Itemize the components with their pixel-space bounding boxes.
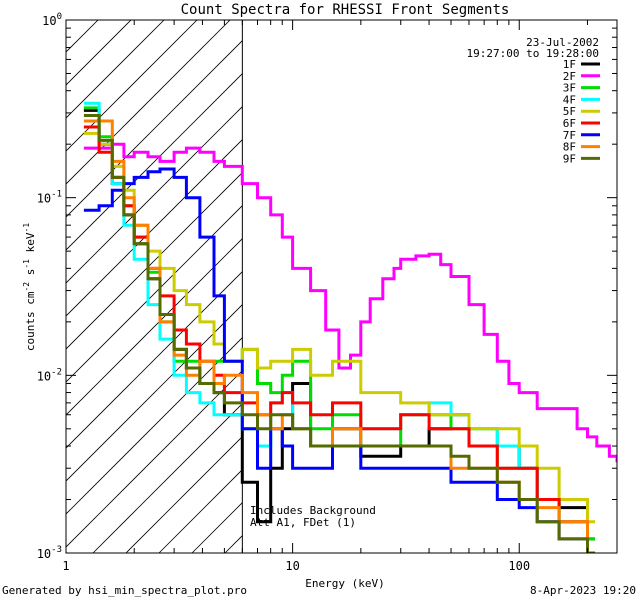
x-tick-label: 100 <box>508 559 530 573</box>
hatch-line <box>66 139 243 317</box>
series-line-2f <box>83 142 617 463</box>
x-tick-label: 10 <box>285 559 299 573</box>
hatch-line <box>66 304 243 482</box>
x-axis-label: Energy (keV) <box>305 577 384 590</box>
legend-label: 4F <box>563 93 576 106</box>
hatch-line <box>92 403 243 553</box>
y-axis-label-part: counts cm <box>24 291 37 351</box>
date-label: 23-Jul-2002 <box>526 36 599 49</box>
y-tick-label: 10-2 <box>37 367 62 383</box>
footer-timestamp: 8-Apr-2023 19:20 <box>530 584 636 597</box>
series-layer <box>83 101 617 553</box>
hatch-line <box>66 20 132 86</box>
y-tick-label: 10-3 <box>37 545 62 561</box>
chart-title: Count Spectra for RHESSI Front Segments <box>181 2 510 18</box>
axes-layer: 1 10 100 100 10-1 10-2 10-3 <box>37 12 617 573</box>
hatch-line <box>224 535 243 553</box>
legend-label: 2F <box>563 70 576 83</box>
footer-generated-by: Generated by hsi_min_spectra_plot.pro <box>2 584 248 597</box>
plot-frame <box>65 19 618 554</box>
annotation-background: Includes Background <box>250 504 376 517</box>
x-tick-label: 1 <box>62 559 69 573</box>
y-axis-label: counts cm-2 s-1 keV-1 <box>22 223 37 351</box>
hatch-line <box>66 271 243 449</box>
y-axis-label-exp: -1 <box>22 259 31 269</box>
annotation-attenuator: Att A1, FDet (1) <box>250 516 356 529</box>
hatch-line <box>66 337 243 515</box>
y-axis-label-exp: -2 <box>22 282 31 292</box>
legend-label: 5F <box>563 105 576 118</box>
hatch-line <box>66 20 165 119</box>
hatch-line <box>66 172 243 350</box>
hatch-line <box>66 73 243 251</box>
y-tick-label: 100 <box>42 12 62 28</box>
legend-label: 6F <box>563 117 576 130</box>
legend-label: 8F <box>563 141 576 154</box>
hatched-region <box>0 0 243 553</box>
y-tick-label: 10-1 <box>37 190 62 206</box>
y-axis-label-part: keV <box>24 232 37 259</box>
legend-label: 1F <box>563 58 576 71</box>
hatch-line <box>66 40 243 218</box>
hatch-line <box>66 20 198 152</box>
hatch-line <box>125 436 243 553</box>
time-range-label: 19:27:00 to 19:28:00 <box>467 47 599 60</box>
series-line-7f <box>83 167 595 553</box>
hatch-line <box>66 20 231 185</box>
y-axis-label-part: s <box>24 269 37 282</box>
y-axis-label-exp: -1 <box>22 223 31 233</box>
hatch-line <box>66 205 243 383</box>
legend-label: 3F <box>563 82 576 95</box>
hatch-line <box>66 370 243 548</box>
hatch-line <box>0 0 99 553</box>
hatch-line <box>66 238 243 416</box>
legend-label: 7F <box>563 129 576 142</box>
legend-label: 9F <box>563 152 576 165</box>
series-line-9f <box>83 114 595 553</box>
hatch-line <box>66 106 243 284</box>
